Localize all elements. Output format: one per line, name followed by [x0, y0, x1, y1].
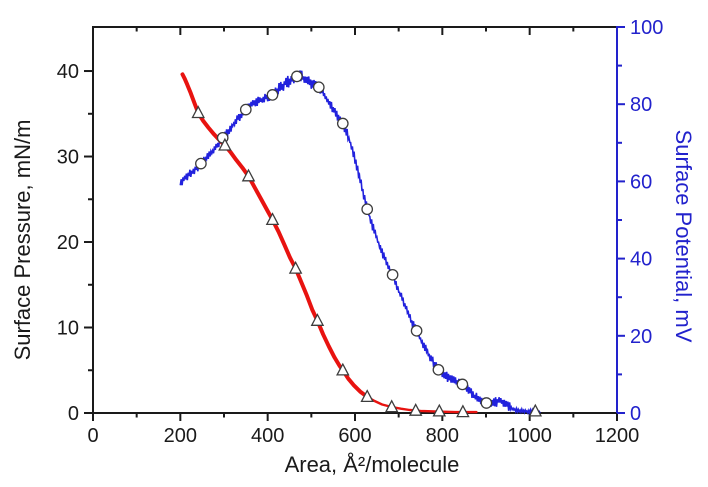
- triangle-marker: [265, 212, 280, 226]
- triangle-marker: [384, 399, 399, 413]
- y-left-tick-label: 20: [57, 232, 79, 254]
- y-left-tick-label: 30: [57, 147, 79, 169]
- surface-pressure-markers: [191, 105, 543, 418]
- x-axis-title: Area, Å²/molecule: [285, 452, 460, 477]
- x-tick-label: 200: [164, 425, 197, 447]
- triangle-marker: [310, 313, 325, 326]
- x-tick-label: 600: [338, 425, 371, 447]
- triangle-marker: [432, 403, 447, 417]
- circle-marker: [410, 324, 423, 337]
- surface-potential-line: [179, 70, 541, 416]
- surface-pressure-line-tail: [366, 395, 478, 414]
- circle-marker: [432, 363, 445, 376]
- x-tick-label: 1200: [595, 425, 640, 447]
- circle-marker: [195, 157, 207, 170]
- y-right-tick-label: 100: [630, 17, 663, 39]
- circle-marker: [266, 89, 279, 101]
- triangle-marker: [218, 137, 232, 151]
- circle-marker: [361, 203, 374, 216]
- y-left-tick-label: 0: [68, 403, 79, 425]
- triangle-marker: [528, 403, 543, 417]
- x-tick-label: 800: [426, 425, 459, 447]
- triangle-marker: [336, 362, 350, 376]
- ticks: 0 200 400 600 800 1000 12000102030400204060801…: [57, 17, 664, 447]
- circle-marker: [456, 378, 469, 391]
- triangle-marker: [360, 389, 374, 403]
- circle-marker: [480, 397, 493, 409]
- circle-marker: [239, 103, 252, 116]
- x-tick-label: 400: [251, 425, 284, 447]
- surface-pressure-line: [180, 72, 370, 399]
- y-left-tick-label: 40: [57, 61, 79, 83]
- circle-marker: [312, 81, 325, 94]
- x-tick-label: 0: [87, 425, 98, 447]
- triangle-marker: [288, 260, 303, 274]
- y-right-tick-label: 0: [630, 403, 641, 425]
- surface-potential-curve: [179, 70, 541, 416]
- triangle-marker: [241, 168, 256, 182]
- y-right-tick-label: 20: [630, 326, 652, 348]
- y-right-tick-label: 40: [630, 249, 652, 271]
- plot-layers: 0 200 400 600 800 1000 12000102030400204060801…: [57, 17, 664, 447]
- triangle-marker: [456, 404, 470, 418]
- y-right-tick-label: 80: [630, 94, 652, 116]
- triangle-marker: [191, 105, 205, 119]
- circle-marker: [336, 117, 349, 130]
- circle-marker: [386, 268, 399, 281]
- x-tick-label: 1000: [507, 425, 552, 447]
- y-left-tick-label: 10: [57, 318, 79, 340]
- triangle-marker: [408, 403, 423, 416]
- surface-potential-markers: [195, 70, 493, 409]
- circle-marker: [291, 70, 303, 83]
- axes: [92, 26, 618, 414]
- y-left-axis-title: Surface Pressure, mN/m: [10, 120, 35, 361]
- y-right-axis-title: Surface Potential, mV: [671, 130, 696, 343]
- y-right-tick-label: 60: [630, 171, 652, 193]
